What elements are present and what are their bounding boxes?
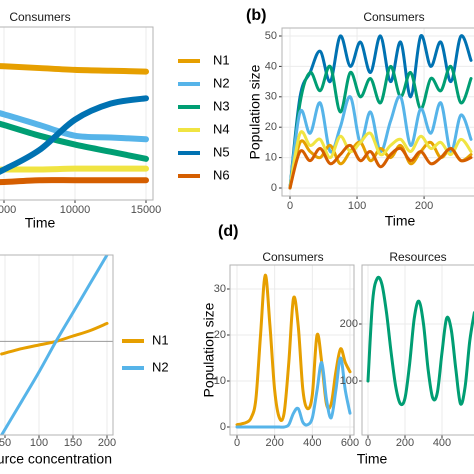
series-line (288, 130, 473, 190)
legend-label: N6 (213, 167, 230, 182)
y-tick-label: 100 (340, 375, 358, 387)
series-line (288, 64, 473, 190)
series-line (0, 63, 149, 75)
y-tick-label: 30 (214, 283, 226, 295)
x-tick-label: 10000 (60, 204, 91, 216)
series-line (235, 356, 352, 429)
y-tick-label: 0 (271, 182, 277, 194)
y-axis-title: Population size (247, 64, 263, 159)
x-axis-title: Time (357, 451, 388, 467)
series-line (0, 255, 109, 435)
plot-area (0, 27, 149, 200)
x-tick-label: 200 (396, 437, 414, 449)
plot-area (230, 265, 354, 435)
series-line (288, 94, 473, 190)
x-tick-label: 600 (341, 437, 359, 449)
panel-border (361, 264, 474, 436)
series-line (0, 110, 149, 143)
x-tick-label: 5000 (0, 204, 16, 216)
y-tick-label: 10 (214, 375, 226, 387)
panel-title: Resources (389, 250, 446, 264)
y-tick-label: 30 (265, 91, 277, 103)
x-tick-label: 15000 (131, 204, 162, 216)
x-tick-label: 0 (365, 437, 371, 449)
panel-title: Consumers (9, 10, 70, 24)
panel-border (281, 27, 474, 197)
y-tick-label: 20 (214, 329, 226, 341)
x-tick-label: 200 (98, 437, 116, 449)
legend-label: N4 (213, 121, 230, 136)
y-tick-label: 20 (265, 121, 277, 133)
series-line (0, 177, 149, 186)
legend-label: N2 (213, 75, 230, 90)
y-tick-label: 40 (265, 60, 277, 72)
y-tick-label: 0 (220, 421, 226, 433)
series-line (366, 275, 474, 407)
x-tick-label: 200 (415, 200, 433, 212)
panel-label: (b) (246, 7, 266, 24)
series-line (288, 143, 473, 190)
x-tick-label: 200 (265, 437, 283, 449)
panel-label: (d) (218, 223, 238, 240)
panel (230, 265, 354, 435)
panel-title: Consumers (262, 250, 323, 264)
y-tick-label: 200 (340, 318, 358, 330)
legend-label: N2 (152, 359, 169, 374)
y-axis-title: Population size (201, 302, 217, 397)
x-tick-label: 400 (433, 437, 451, 449)
x-tick-label: 150 (64, 437, 82, 449)
legend-label: N1 (213, 52, 230, 67)
y-tick-label: 10 (265, 152, 277, 164)
series-line (0, 120, 149, 162)
x-tick-label: 100 (348, 200, 366, 212)
panel-border (229, 264, 355, 436)
panel-title: Consumers (363, 10, 424, 24)
plot-area (362, 265, 474, 435)
panel (362, 265, 474, 435)
x-tick-label: 100 (30, 437, 48, 449)
x-tick-label: 400 (303, 437, 321, 449)
y-tick-label: 50 (265, 30, 277, 42)
panel-border (0, 254, 114, 436)
legend-label: N1 (152, 332, 169, 347)
x-tick-label: 0 (234, 437, 240, 449)
panel-border (0, 26, 154, 201)
x-tick-label: 50 (0, 437, 11, 449)
x-axis-title: Resource concentration (0, 451, 112, 467)
legend-label: N3 (213, 98, 230, 113)
series-line (235, 273, 352, 427)
series-line (0, 165, 149, 173)
legend-label: N5 (213, 144, 230, 159)
series-line (0, 95, 149, 175)
plot-area (0, 255, 113, 435)
series-line (288, 34, 473, 190)
panel (0, 27, 153, 200)
plot-area (282, 28, 474, 196)
x-axis-title: Time (385, 213, 416, 229)
x-axis-title: Time (25, 215, 56, 231)
x-tick-label: 0 (287, 200, 293, 212)
